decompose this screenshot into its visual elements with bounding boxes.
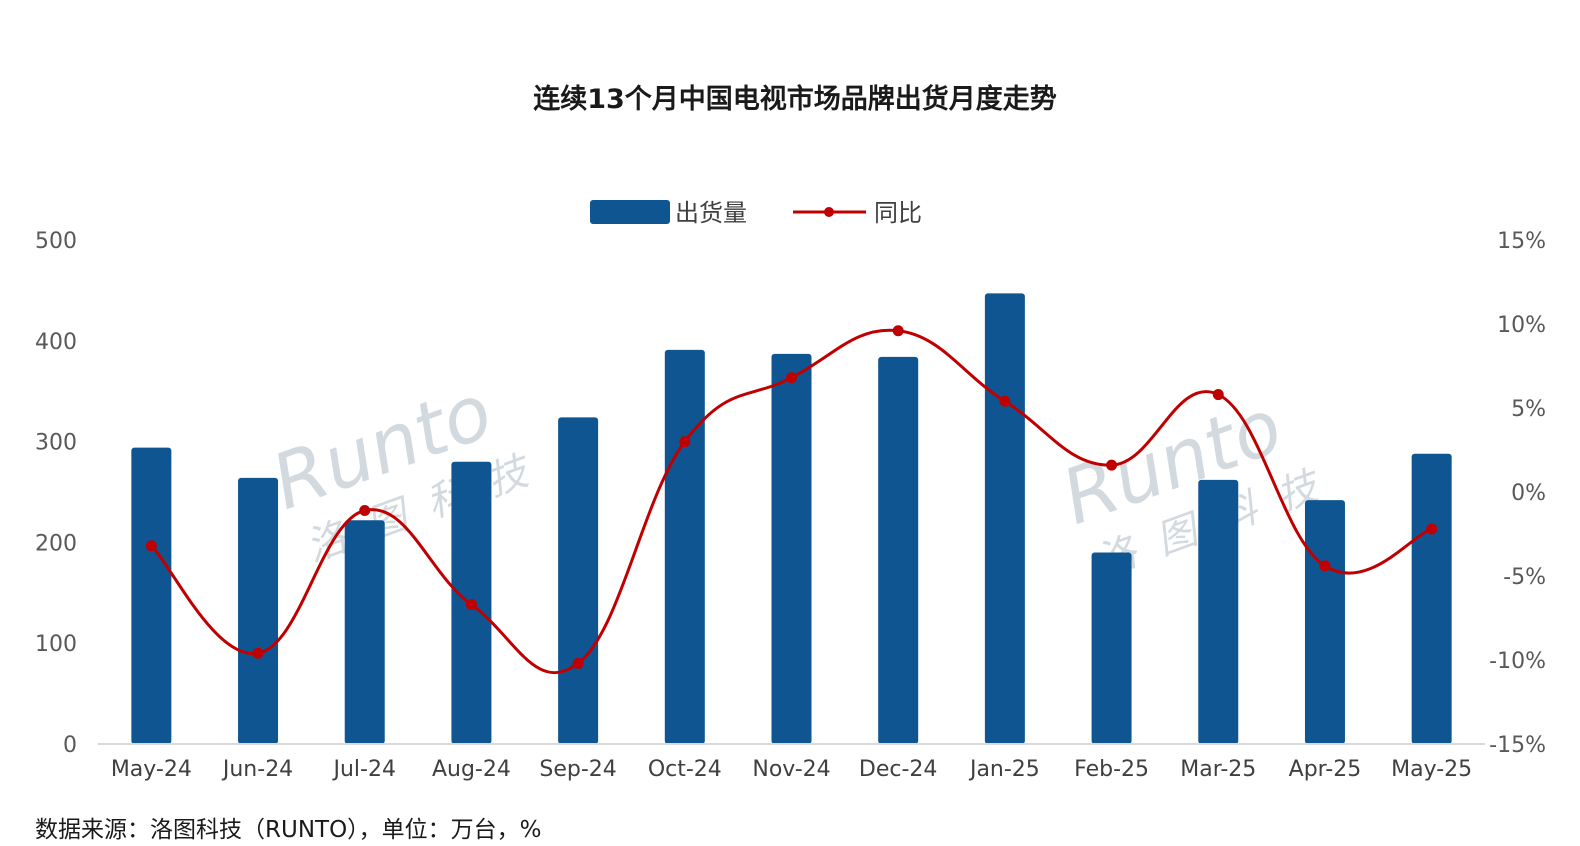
yoy-point [1426, 523, 1438, 535]
bar [131, 447, 172, 744]
yoy-point [786, 372, 797, 384]
legend-line-marker [824, 207, 834, 217]
x-tick-label: Aug-24 [432, 757, 511, 782]
watermark-left: Runto 洛图科技 [261, 366, 557, 571]
yoy-point [465, 599, 477, 611]
yoy-point [572, 657, 584, 669]
bar [878, 356, 919, 744]
x-tick-label: May-25 [1391, 757, 1472, 782]
bar [1411, 453, 1452, 744]
bar [771, 353, 812, 744]
yoy-point [892, 325, 904, 337]
legend-bar-label: 出货量 [675, 199, 747, 227]
left-tick-label: 400 [35, 330, 77, 355]
bar [984, 293, 1025, 744]
x-tick-label: Nov-24 [752, 757, 830, 782]
yoy-point [679, 436, 691, 448]
x-tick-label: Jan-25 [968, 757, 1040, 782]
x-axis: May-24 Jun-24 Jul-24 Aug-24 Sep-24 Oct-24 Nov-… [111, 757, 1472, 782]
bar [1304, 500, 1345, 744]
right-tick-label: 15% [1497, 229, 1546, 254]
x-tick-label: Dec-24 [859, 757, 938, 782]
x-tick-label: Jun-24 [221, 757, 293, 782]
bar [1091, 552, 1132, 744]
yoy-point [359, 504, 371, 516]
left-tick-label: 100 [35, 632, 77, 657]
left-tick-label: 200 [35, 531, 77, 556]
left-tick-label: 500 [35, 229, 77, 254]
x-tick-label: May-24 [111, 757, 192, 782]
right-tick-label: 5% [1511, 397, 1546, 422]
x-tick-label: Feb-25 [1074, 757, 1149, 782]
yoy-point [252, 647, 264, 659]
legend-bar-swatch [590, 200, 670, 224]
source-note: 数据来源：洛图科技（RUNTO），单位：万台，% [35, 817, 542, 843]
x-tick-label: Oct-24 [648, 757, 722, 782]
x-tick-label: Sep-24 [539, 757, 616, 782]
bar-series [131, 293, 1452, 744]
right-tick-label: 0% [1511, 481, 1546, 506]
yoy-point [145, 540, 157, 552]
right-tick-label: 10% [1497, 313, 1546, 338]
x-tick-label: Apr-25 [1289, 757, 1362, 782]
left-axis: 0 100 200 300 400 500 [35, 229, 77, 758]
bar [344, 520, 385, 744]
bar [238, 477, 279, 744]
legend: 出货量 同比 [590, 199, 922, 227]
line-series [145, 325, 1438, 675]
yoy-point [1106, 459, 1118, 471]
bar [1198, 479, 1239, 744]
left-tick-label: 0 [63, 733, 77, 758]
legend-line-label: 同比 [874, 199, 922, 227]
right-tick-label: -15% [1489, 733, 1546, 758]
bar [664, 349, 705, 744]
bar [558, 417, 599, 744]
x-tick-label: Jul-24 [331, 757, 395, 782]
x-tick-label: Mar-25 [1180, 757, 1256, 782]
chart-title: 连续13个月中国电视市场品牌出货月度走势 [533, 83, 1057, 115]
right-tick-label: -10% [1489, 649, 1546, 674]
left-tick-label: 300 [35, 431, 77, 456]
yoy-point [1212, 389, 1224, 401]
right-axis: -15% -10% -5% 0% 5% 10% 15% [1489, 229, 1546, 758]
right-tick-label: -5% [1503, 565, 1546, 590]
yoy-point [1319, 560, 1331, 572]
yoy-point [999, 395, 1011, 407]
